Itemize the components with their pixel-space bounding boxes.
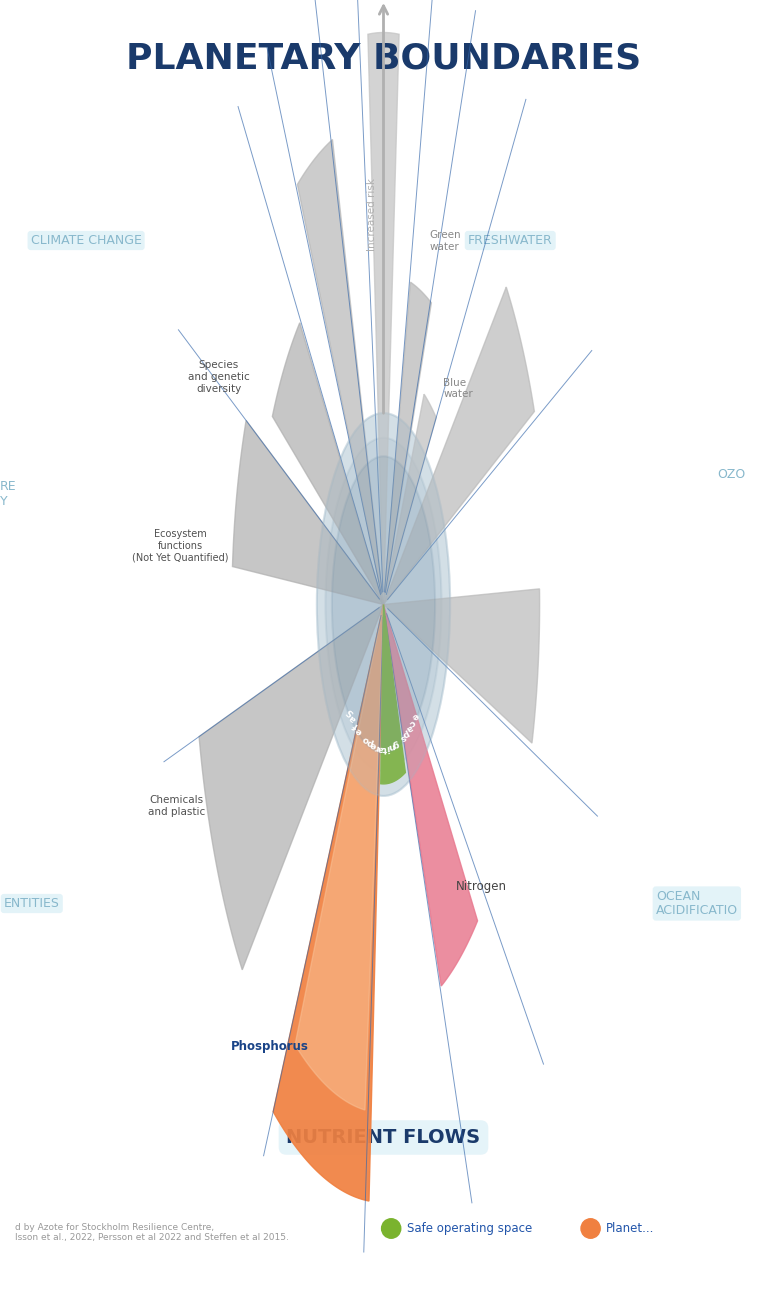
Ellipse shape [581, 1219, 600, 1238]
Text: e: e [410, 710, 420, 722]
Text: f: f [352, 720, 360, 729]
Text: Chemicals
and plastic: Chemicals and plastic [148, 796, 205, 816]
Text: S: S [344, 706, 355, 718]
Polygon shape [273, 604, 384, 1201]
Text: RE
Y: RE Y [0, 480, 17, 508]
Text: CLIMATE CHANGE: CLIMATE CHANGE [31, 234, 142, 247]
Text: Safe operating space: Safe operating space [407, 1222, 532, 1235]
Text: OCEAN
ACIDIFICATIO: OCEAN ACIDIFICATIO [656, 889, 738, 918]
Text: Blue
water: Blue water [443, 378, 473, 399]
Polygon shape [384, 282, 431, 604]
Text: ENTITIES: ENTITIES [4, 897, 60, 910]
Polygon shape [384, 589, 540, 744]
Polygon shape [199, 604, 384, 970]
Polygon shape [232, 420, 384, 604]
Ellipse shape [317, 413, 450, 796]
Text: n: n [388, 741, 396, 751]
Text: Planet...: Planet... [606, 1222, 654, 1235]
Text: NUTRIENT FLOWS: NUTRIENT FLOWS [286, 1128, 481, 1147]
Text: Increased risk: Increased risk [367, 178, 377, 251]
Text: t: t [382, 744, 387, 753]
Text: a: a [347, 712, 358, 724]
Text: FRESHWATER: FRESHWATER [468, 234, 552, 247]
Text: o: o [361, 734, 370, 745]
Text: OZO: OZO [717, 468, 746, 481]
Text: Nitrogen: Nitrogen [456, 880, 507, 893]
Ellipse shape [332, 456, 435, 753]
Ellipse shape [317, 413, 450, 796]
Polygon shape [368, 32, 399, 604]
Ellipse shape [382, 1219, 400, 1238]
Polygon shape [384, 394, 436, 604]
Text: Green
water: Green water [430, 230, 461, 252]
Text: e: e [369, 740, 377, 750]
Polygon shape [380, 604, 406, 784]
Text: p: p [365, 737, 374, 747]
Text: g: g [391, 740, 400, 749]
Text: i: i [386, 744, 390, 753]
Text: s: s [398, 732, 407, 742]
Polygon shape [384, 604, 478, 985]
Text: Species
and genetic
diversity: Species and genetic diversity [188, 360, 249, 394]
Text: Ecosystem
functions
(Not Yet Quantified): Ecosystem functions (Not Yet Quantified) [132, 529, 229, 563]
Polygon shape [384, 287, 535, 604]
Text: Phosphorus: Phosphorus [231, 1040, 308, 1053]
Text: a: a [377, 744, 384, 753]
Polygon shape [295, 604, 384, 1110]
Text: d by Azote for Stockholm Resilience Centre,
lsson et al., 2022, Persson et al 20: d by Azote for Stockholm Resilience Cent… [15, 1223, 289, 1242]
Text: c: c [407, 718, 417, 728]
Ellipse shape [325, 438, 442, 771]
Text: r: r [374, 742, 380, 751]
Polygon shape [298, 139, 384, 604]
Text: PLANETARY BOUNDARIES: PLANETARY BOUNDARIES [126, 42, 641, 75]
Text: p: p [401, 728, 411, 738]
Text: a: a [404, 723, 414, 733]
Text: e: e [354, 725, 364, 736]
Polygon shape [272, 322, 384, 604]
